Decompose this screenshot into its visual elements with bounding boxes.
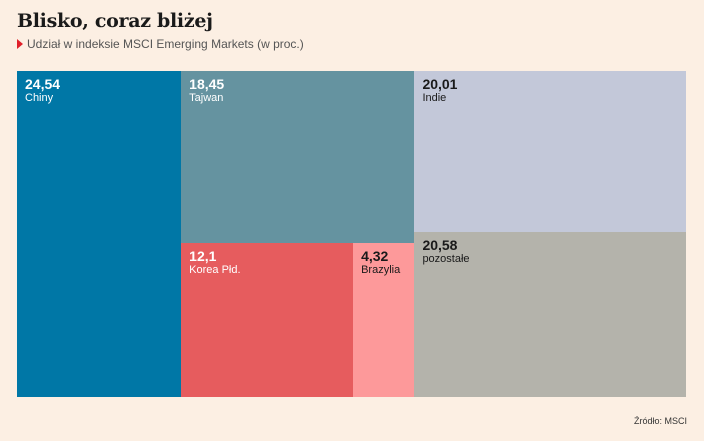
cell-value-label: 18,45 [189, 76, 225, 92]
treemap-cell: 12,1 Korea Płd. [181, 243, 354, 397]
treemap: 24,54 Chiny 18,45 Tajwan 12,1 Korea Płd. 4,32 B… [17, 71, 686, 397]
cell-name-label: Tajwan [189, 92, 224, 104]
cell-value-label: 24,54 [25, 76, 61, 92]
treemap-cell: 24,54 Chiny [17, 71, 182, 397]
cell-value-label: 12,1 [189, 248, 217, 265]
cell-name-label: Korea Płd. [189, 264, 241, 277]
cell-value-label: 20,58 [422, 236, 458, 253]
chart-title: Blisko, coraz bliżej [17, 10, 213, 32]
treemap-cell: 18,45 Tajwan [181, 71, 415, 244]
cell-name-label: Brazylia [361, 264, 401, 277]
cell-value-label: 4,32 [361, 248, 389, 265]
source-note: Źródło: MSCI [633, 416, 687, 426]
chart-subtitle-row: Udział w indeksie MSCI Emerging Markets … [17, 37, 304, 51]
triangle-marker-icon [17, 39, 23, 49]
cell-name-label: pozostałe [422, 252, 470, 265]
treemap-cell: 20,58 pozostałe [414, 231, 686, 397]
cell-name-label: Chiny [25, 92, 54, 104]
treemap-cell: 20,01 Indie [414, 71, 686, 232]
treemap-cell: 4,32 Brazylia [353, 243, 415, 397]
cell-name-label: Indie [422, 92, 447, 104]
chart-subtitle: Udział w indeksie MSCI Emerging Markets … [27, 37, 304, 51]
cell-value-label: 20,01 [422, 76, 458, 92]
